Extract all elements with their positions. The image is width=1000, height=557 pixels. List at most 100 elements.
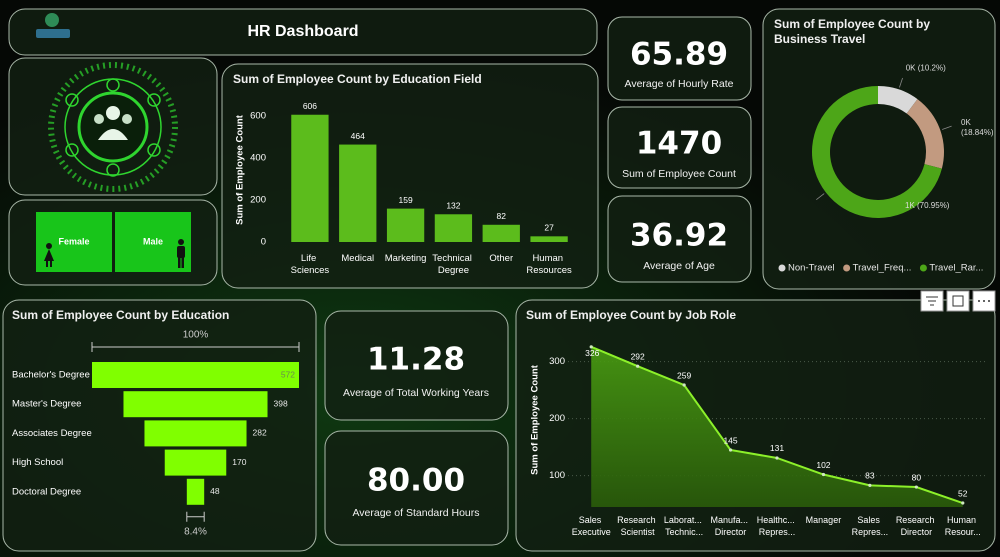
visual-toolbar <box>920 290 996 312</box>
leader-line <box>942 125 952 130</box>
logo <box>36 13 70 38</box>
legend-marker <box>843 264 851 272</box>
data-label: 259 <box>677 370 691 380</box>
kpi-label: Sum of Employee Count <box>622 168 736 180</box>
x-tick-label: Technical Degree <box>432 253 474 276</box>
bar <box>434 214 473 242</box>
kpi-card <box>324 310 509 421</box>
chart-title: Sum of Employee Count by Business Travel <box>774 17 933 46</box>
data-label: 82 <box>497 211 507 221</box>
y-axis-label: Sum of Employee Count <box>235 114 246 225</box>
x-tick-label: Human Resour... <box>945 515 981 537</box>
y-tick-label: 200 <box>250 195 266 206</box>
funnel-bar <box>144 420 247 447</box>
legend-label: Travel_Freq... <box>853 263 912 274</box>
category-label: Bachelor's Degree <box>12 370 90 381</box>
kpi-value: 80.00 <box>367 463 465 499</box>
x-tick-label: Manufa... Director <box>711 515 751 537</box>
funnel-bar <box>92 362 299 388</box>
chart-title: Sum of Employee Count by Job Role <box>526 308 736 322</box>
bar <box>482 224 520 242</box>
male-label: Male <box>143 236 163 246</box>
bar <box>386 208 425 242</box>
kpi-label: Average of Standard Hours <box>352 507 479 519</box>
point <box>589 345 593 349</box>
data-label: 170 <box>232 457 246 467</box>
business-travel-card <box>762 8 996 290</box>
y-tick-label: 400 <box>250 153 266 164</box>
header-card <box>8 8 598 56</box>
data-label: 145 <box>723 435 737 445</box>
data-label: 0K (10.2%) <box>906 64 946 73</box>
data-label: 132 <box>446 201 460 211</box>
point <box>821 472 826 477</box>
x-tick-label: Human Resources <box>526 253 572 276</box>
y-tick-label: 100 <box>549 470 565 481</box>
category-label: Doctoral Degree <box>12 486 81 497</box>
hr-illustration <box>48 62 178 192</box>
funnel-bar <box>164 449 227 476</box>
data-label: 48 <box>210 486 220 496</box>
x-tick-label: Life Sciences <box>291 253 330 276</box>
y-tick-label: 200 <box>549 413 565 424</box>
data-label: 52 <box>958 488 968 498</box>
data-label: 102 <box>816 460 830 470</box>
job-role-card <box>515 299 996 552</box>
point <box>728 448 733 452</box>
funnel-bar <box>123 391 268 418</box>
legend-label: Travel_Rar... <box>929 263 983 274</box>
x-tick-label: Medical <box>341 253 374 264</box>
gender-icons <box>44 239 185 268</box>
bar <box>339 144 377 242</box>
x-tick-label: Sales Executive <box>572 515 611 537</box>
data-label: 1K (70.95%) <box>905 201 950 210</box>
leader-line <box>899 77 903 88</box>
donut-slice <box>878 86 918 114</box>
x-tick-label: Other <box>489 253 513 264</box>
legend-label: Non-Travel <box>788 263 835 274</box>
female-tile <box>36 212 112 272</box>
chart-title: Sum of Employee Count by Education Field <box>233 72 482 86</box>
kpi-label: Average of Total Working Years <box>343 387 489 399</box>
category-label: High School <box>12 457 63 468</box>
category-label: Associates Degree <box>12 428 92 439</box>
category-label: Master's Degree <box>12 399 81 410</box>
y-tick-label: 600 <box>250 111 266 122</box>
x-tick-label: Healthc... Repres... <box>757 515 798 537</box>
data-label: 464 <box>351 131 365 141</box>
data-label: 572 <box>281 369 295 379</box>
kpi-value: 36.92 <box>630 218 728 254</box>
chart-title: Sum of Employee Count by Education <box>12 308 229 322</box>
x-tick-label: Research Scientist <box>617 515 658 537</box>
y-axis-label: Sum of Employee Count <box>530 364 541 475</box>
kpi-card <box>324 430 509 546</box>
point <box>961 501 965 505</box>
point <box>775 456 779 460</box>
y-tick-label: 0 <box>261 237 266 248</box>
data-label: 398 <box>274 398 288 408</box>
x-tick-label: Marketing <box>385 253 427 264</box>
x-tick-label: Sales Repres... <box>852 515 889 537</box>
female-label: Female <box>58 236 89 246</box>
dashboard-title: HR Dashboard <box>247 23 358 40</box>
kpi-card <box>607 195 752 283</box>
bracket <box>186 511 205 522</box>
bar <box>530 236 568 242</box>
point <box>636 364 640 368</box>
data-label: 0K (18.84%) <box>961 118 994 137</box>
data-label: 606 <box>303 101 317 111</box>
kpi-card <box>607 106 752 189</box>
kpi-value: 1470 <box>636 126 722 162</box>
point <box>914 485 918 489</box>
x-tick-label: Manager <box>806 515 842 525</box>
bracket <box>91 342 300 352</box>
data-label: 131 <box>770 443 784 453</box>
funnel-bar <box>186 478 205 505</box>
x-tick-label: Research Director <box>896 515 937 537</box>
data-label: 159 <box>398 195 412 205</box>
data-label: 80 <box>912 472 922 482</box>
point <box>682 383 686 387</box>
legend-marker <box>919 264 927 272</box>
y-tick-label: 300 <box>549 356 565 367</box>
